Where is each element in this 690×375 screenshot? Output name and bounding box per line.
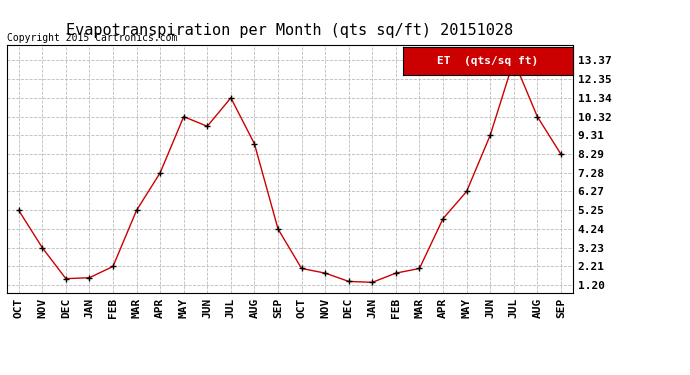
- Text: Copyright 2015 Cartronics.com: Copyright 2015 Cartronics.com: [7, 33, 177, 42]
- Text: Evapotranspiration per Month (qts sq/ft) 20151028: Evapotranspiration per Month (qts sq/ft)…: [66, 22, 513, 38]
